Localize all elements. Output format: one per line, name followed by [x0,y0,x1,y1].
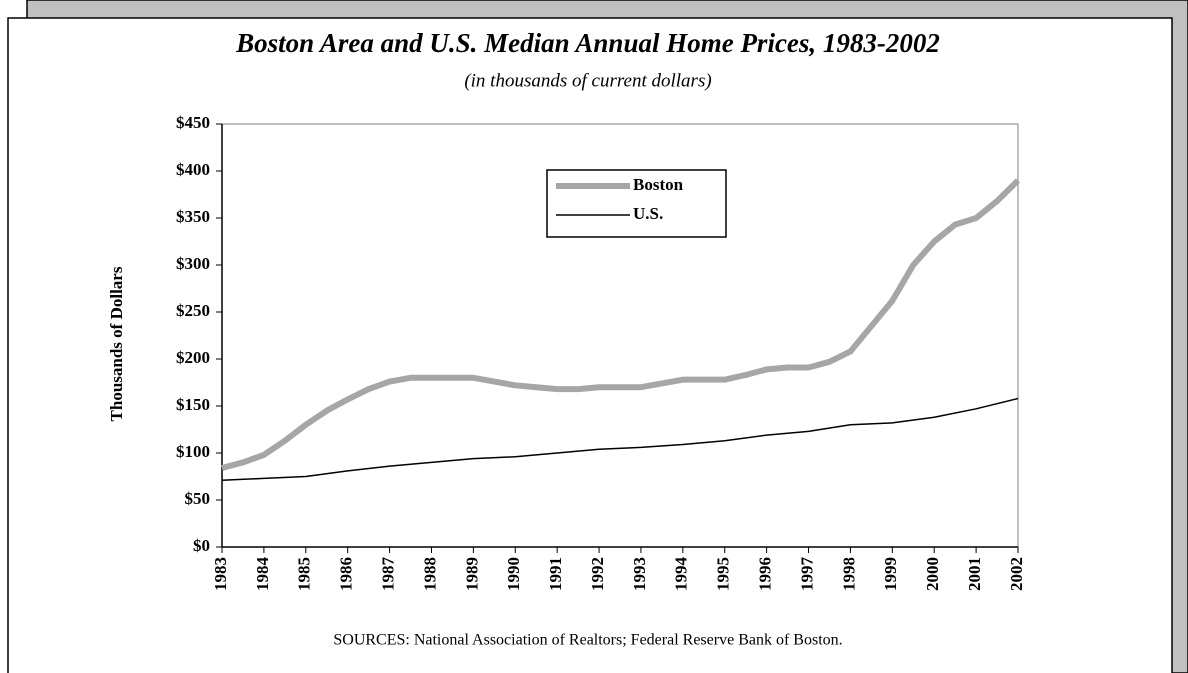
y-tick-label: $300 [176,254,210,273]
x-tick-label: 2000 [923,557,942,591]
y-tick-label: $450 [176,113,210,132]
x-tick-label: 2001 [965,557,984,591]
x-tick-label: 1983 [211,557,230,591]
x-tick-label: 1993 [630,557,649,591]
x-tick-label: 1988 [420,557,439,591]
x-tick-label: 1999 [881,557,900,591]
y-tick-label: $400 [176,160,210,179]
source-note: SOURCES: National Association of Realtor… [333,632,842,649]
series-line [221,178,1021,471]
panel [7,17,1173,673]
y-tick-label: $200 [176,348,210,367]
x-tick-label: 2002 [1007,557,1026,591]
chart-subtitle: (in thousands of current dollars) [464,70,711,91]
x-tick-label: 1989 [462,557,481,591]
x-tick-label: 1998 [839,557,858,591]
x-tick-label: 1995 [714,557,733,591]
y-tick-label: $0 [193,536,210,555]
y-tick-label: $350 [176,207,210,226]
x-tick-label: 1985 [295,557,314,591]
series-line [221,397,1019,482]
x-tick-label: 1994 [672,557,691,592]
x-tick-label: 1991 [546,557,565,591]
legend-box [546,169,727,238]
y-tick-label: $250 [176,301,210,320]
y-tick-label: $50 [185,489,211,508]
y-axis-label: Thousands of Dollars [107,266,126,421]
x-tick-label: 1984 [253,557,272,592]
x-tick-label: 1987 [378,557,397,592]
chart-title: Boston Area and U.S. Median Annual Home … [235,28,940,58]
x-tick-label: 1992 [588,557,607,591]
x-tick-label: 1986 [337,557,356,591]
x-tick-label: 1996 [756,557,775,591]
y-tick-label: $150 [176,395,210,414]
x-tick-label: 1997 [797,557,816,592]
y-tick-label: $100 [176,442,210,461]
legend-label: Boston [633,175,684,194]
legend-label: U.S. [633,204,663,223]
x-tick-label: 1990 [504,557,523,591]
